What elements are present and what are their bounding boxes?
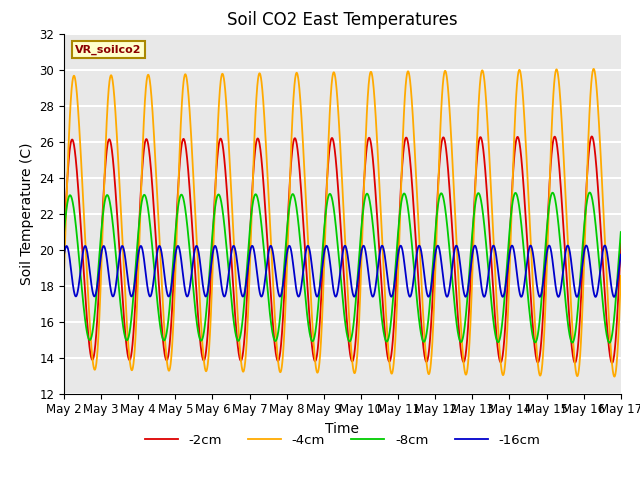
-4cm <box>590 66 598 72</box>
-2cm <box>274 358 282 363</box>
Legend: -2cm, -4cm, -8cm, -16cm: -2cm, -4cm, -8cm, -16cm <box>140 428 545 452</box>
-4cm <box>274 352 282 358</box>
Title: Soil CO2 East Temperatures: Soil CO2 East Temperatures <box>227 11 458 29</box>
Line: -16cm: -16cm <box>64 245 621 297</box>
-8cm <box>606 339 614 345</box>
-8cm <box>617 229 625 235</box>
-2cm <box>588 133 596 139</box>
-8cm <box>157 326 164 332</box>
-8cm <box>546 198 554 204</box>
-4cm <box>157 258 164 264</box>
-8cm <box>60 230 68 236</box>
-8cm <box>298 254 305 260</box>
-4cm <box>617 273 625 279</box>
-16cm <box>124 274 131 279</box>
-8cm <box>124 337 131 343</box>
-8cm <box>274 333 282 339</box>
-16cm <box>606 273 614 279</box>
-2cm <box>157 308 164 313</box>
-4cm <box>298 118 305 123</box>
-2cm <box>617 240 625 246</box>
Line: -2cm: -2cm <box>64 136 621 363</box>
-8cm <box>586 190 594 195</box>
Line: -8cm: -8cm <box>64 192 621 343</box>
-4cm <box>546 173 554 179</box>
-2cm <box>608 360 616 366</box>
-2cm <box>124 351 131 357</box>
-4cm <box>124 330 131 336</box>
-16cm <box>298 281 305 287</box>
-4cm <box>60 270 68 276</box>
Text: VR_soilco2: VR_soilco2 <box>75 44 141 55</box>
-16cm <box>274 285 282 291</box>
-2cm <box>298 195 305 201</box>
-16cm <box>546 243 554 249</box>
Y-axis label: Soil Temperature (C): Soil Temperature (C) <box>20 143 34 285</box>
-4cm <box>606 335 614 341</box>
-2cm <box>606 353 614 359</box>
-2cm <box>60 240 68 246</box>
-8cm <box>605 340 613 346</box>
-16cm <box>617 252 625 258</box>
-16cm <box>611 294 618 300</box>
X-axis label: Time: Time <box>325 422 360 436</box>
-16cm <box>157 245 164 251</box>
-16cm <box>601 242 609 248</box>
Line: -4cm: -4cm <box>64 69 621 377</box>
-2cm <box>546 175 554 180</box>
-4cm <box>611 374 618 380</box>
-16cm <box>60 252 68 258</box>
